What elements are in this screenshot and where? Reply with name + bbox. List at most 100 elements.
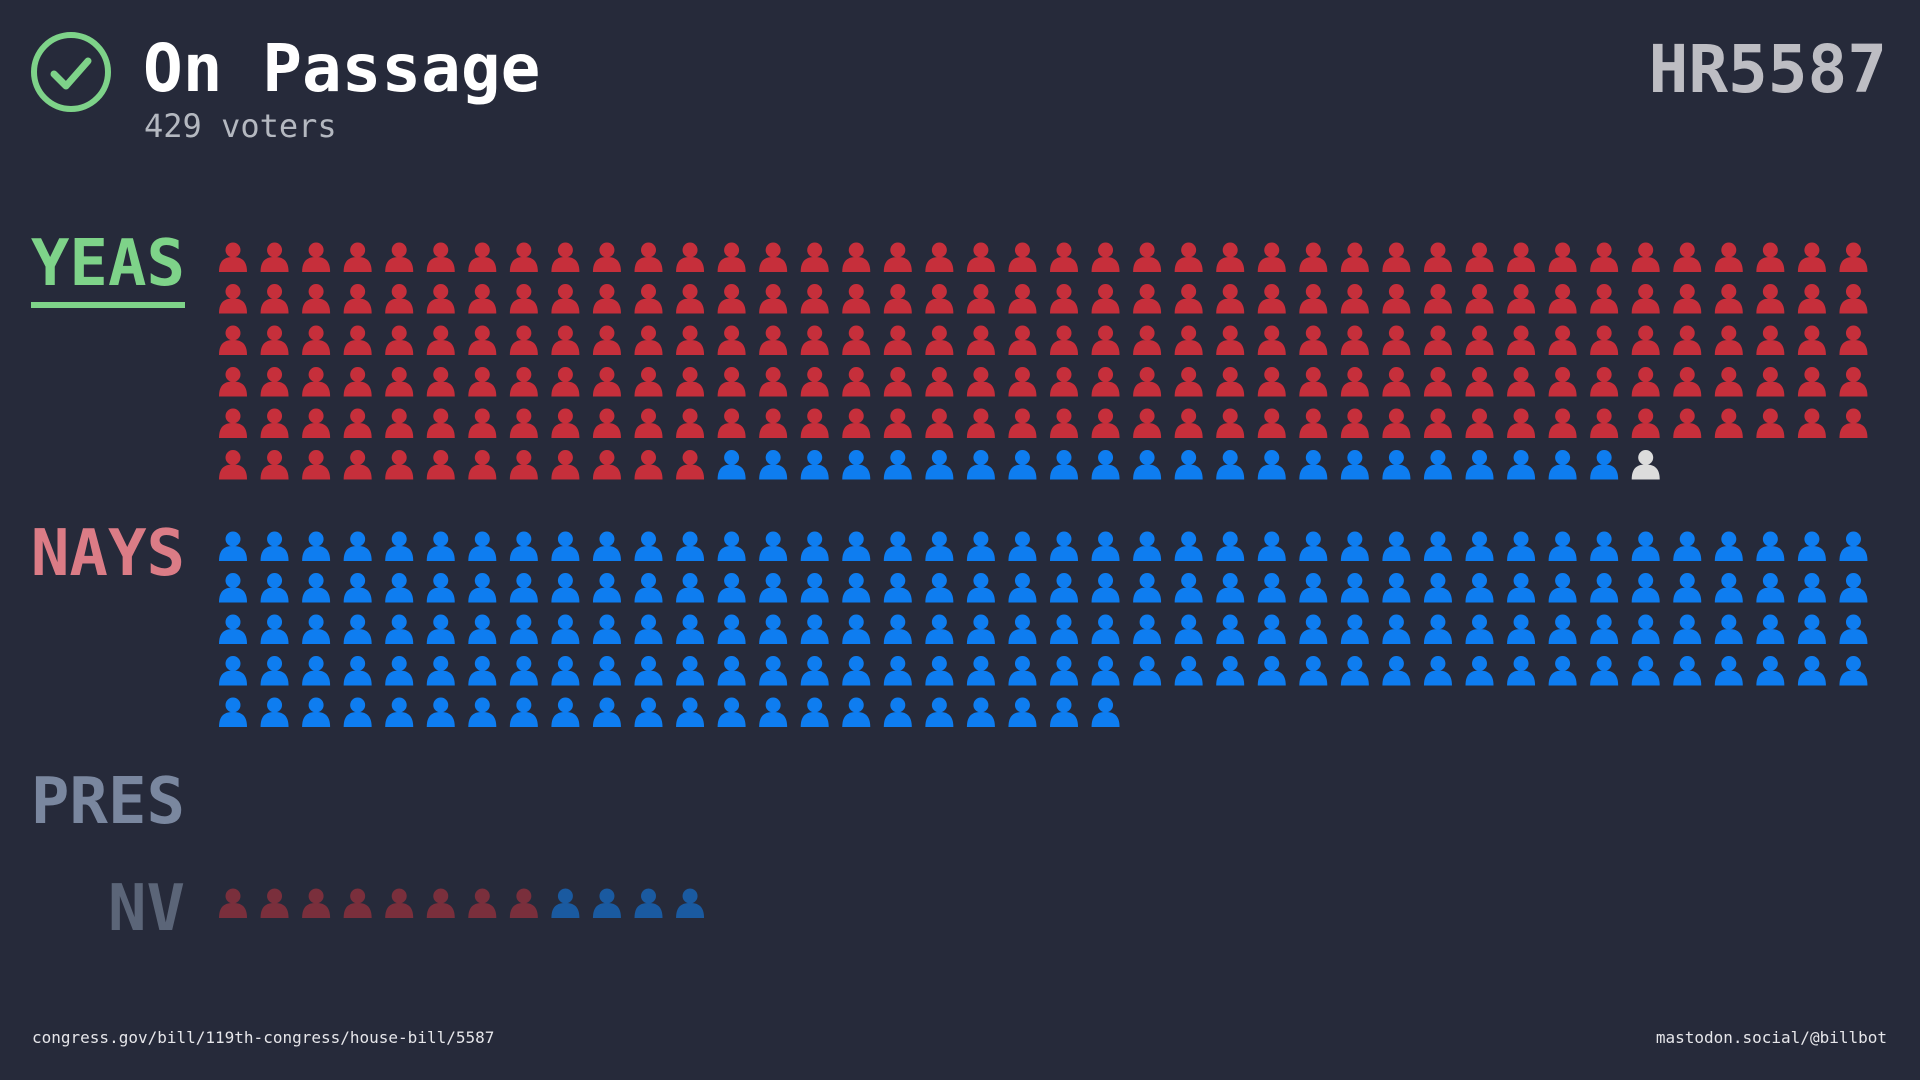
yeas-voter-icon [1257,450,1286,480]
yeas-voter-icon [1340,367,1369,397]
yeas-voter-icon [1714,367,1743,397]
nays-voter-icon [219,656,247,686]
nays-voter-icon [1756,656,1785,686]
present-label: PRES [30,765,185,839]
nays-voter-icon [883,697,912,727]
nays-voter-icon [1507,573,1536,603]
nays-voter-icon [219,614,247,644]
nays-voter-icon [302,656,331,686]
yeas-voter-icon [1590,367,1619,397]
bill-id: HR5587 [1648,31,1887,108]
yeas-voter-icon [966,408,995,438]
source-link[interactable]: congress.gov/bill/119th-congress/house-b… [32,1028,495,1047]
yeas-voter-icon [1133,325,1162,355]
nays-voter-icon [676,614,705,644]
yeas-voter-icon [385,408,414,438]
nays-voter-icon [925,573,954,603]
author-handle[interactable]: mastodon.social/@billbot [1655,1028,1887,1047]
nays-voter-icon [883,614,912,644]
yeas-voter-icon [426,450,455,480]
nays-voter-icon [385,697,414,727]
nays-voter-icon [1174,656,1203,686]
yeas-voter-icon [1714,408,1743,438]
yeas-voter-icon [1008,408,1037,438]
nays-voter-icon [385,531,414,561]
nays-voter-icon [509,531,538,561]
yeas-voter-icon [759,242,788,272]
yeas-voter-icon [592,367,621,397]
yeas-voter-icon [676,325,705,355]
yeas-voter-icon [634,242,663,272]
yeas-voter-icon [1839,284,1868,314]
yeas-voter-icon [1631,325,1660,355]
nays-voter-icon [842,697,871,727]
nays-voter-icon [1839,531,1868,561]
yeas-voter-icon [717,325,746,355]
nays-voter-icon [1133,531,1162,561]
yeas-voter-icon [1382,242,1411,272]
yeas-voter-icon [800,408,829,438]
yeas-voter-icon [260,242,289,272]
yeas-label: YEAS [30,228,185,308]
nays-voter-icon [1756,531,1785,561]
yeas-voter-icon [219,242,247,272]
yeas-voter-icon [966,325,995,355]
nays-voter-icon [1340,531,1369,561]
yeas-voter-icon [1216,284,1245,314]
yeas-voter-icon [1797,325,1826,355]
nays-voter-icon [509,614,538,644]
nays-voter-icon [1257,614,1286,644]
nays-voter-icon [1548,656,1577,686]
yeas-voter-icon [1299,408,1328,438]
nays-voter-icon [842,531,871,561]
yeas-voter-icon [925,242,954,272]
nays-voter-icon [1465,573,1494,603]
yeas-voter-icon [509,325,538,355]
nays-voter-icon [1631,573,1660,603]
yeas-voter-icon [883,242,912,272]
yeas-voter-icon [717,408,746,438]
yeas-voter-icon [1507,450,1536,480]
nays-voter-icon [302,697,331,727]
nays-voter-icon [1050,656,1078,686]
yeas-voter-icon [1257,242,1286,272]
yeas-voter-icon [759,450,788,480]
vote-title: On Passage [143,30,541,107]
nays-voter-icon [385,614,414,644]
yeas-voter-icon [883,284,912,314]
nays-voter-icon [343,614,372,644]
nays-voter-icon [551,697,580,727]
nays-voter-icon [1714,656,1743,686]
yeas-voter-icon [1714,325,1743,355]
yeas-voter-icon [1423,284,1452,314]
yeas-voter-icon [1091,242,1120,272]
yeas-voter-icon [1050,325,1078,355]
nays-voter-icon [1548,531,1577,561]
nv-voter-icon [509,888,538,918]
yeas-voter-icon [1340,284,1369,314]
yeas-voter-icon [1008,325,1037,355]
yeas-voter-icon [426,284,455,314]
nays-voter-icon [1340,573,1369,603]
yeas-voter-icon [1174,242,1203,272]
nays-voter-icon [426,656,455,686]
yeas-voter-icon [1548,408,1577,438]
yeas-voter-icon [842,325,871,355]
yeas-voter-icon [1548,367,1577,397]
nays-voter-icon [925,656,954,686]
yeas-voter-icon [1631,367,1660,397]
nays-voter-icon [842,614,871,644]
yeas-voter-icon [676,367,705,397]
nays-voter-icon [1797,531,1826,561]
yeas-voter-icon [1257,284,1286,314]
yeas-voter-icon [385,450,414,480]
yeas-voter-icon [302,450,331,480]
yeas-voter-icon [1590,242,1619,272]
yeas-voter-icon [1507,284,1536,314]
yeas-voter-icon [385,325,414,355]
nays-voter-icon [1133,656,1162,686]
nays-voter-icon [1714,614,1743,644]
yeas-voter-icon [1797,242,1826,272]
yeas-voter-icon [302,242,331,272]
yeas-voter-icon [1631,450,1660,480]
